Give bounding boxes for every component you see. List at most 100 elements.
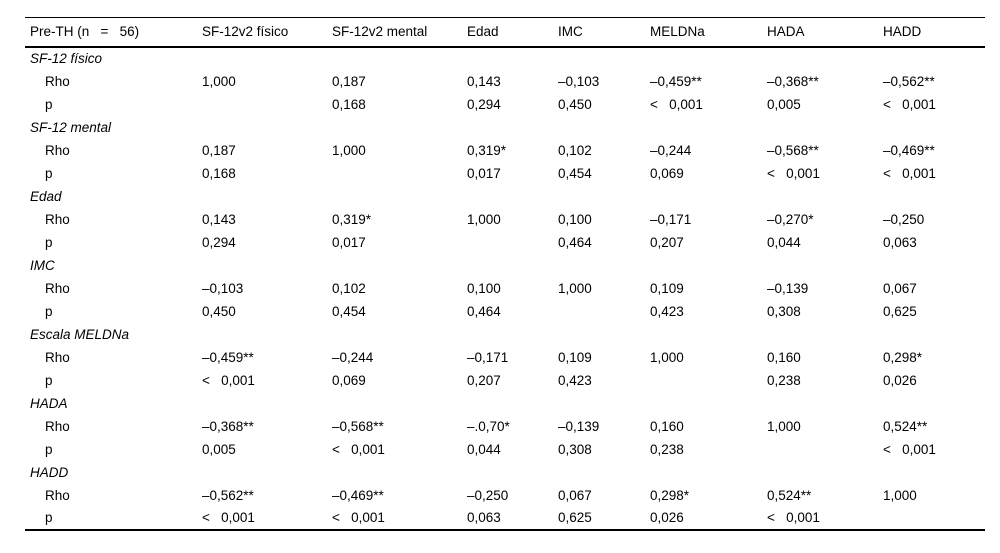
group-header-row: SF-12 físico	[25, 47, 985, 70]
rho-value-cell: 1,000	[332, 142, 366, 158]
column-header: HADD	[883, 24, 922, 40]
p-value-cell: 0,454	[558, 165, 592, 181]
column-header: SF-12v2 físico	[202, 24, 289, 40]
rho-row: Rho –0,459** –0,244 –0,171 0,109 1,000 0,160 0,…	[25, 346, 985, 369]
group-header-row: HADA	[25, 392, 985, 415]
group-label: IMC	[30, 257, 55, 273]
rho-value-cell: 0,102	[332, 280, 366, 296]
rho-value-cell: 0,160	[767, 349, 801, 365]
p-value-cell: 0,044	[767, 234, 801, 250]
rho-value-cell: 0,524**	[767, 487, 812, 503]
rho-value-cell: 0,187	[332, 73, 366, 89]
rho-row: Rho –0,103 0,102 0,100 1,000 0,109 –0,139 0,067	[25, 277, 985, 300]
p-value-cell: 0,450	[202, 303, 236, 319]
rho-value-cell: –0,103	[558, 73, 600, 89]
rho-value-cell: 0,143	[202, 211, 236, 227]
rho-value-cell: 0,067	[558, 487, 592, 503]
rho-value-cell: –0,171	[650, 211, 692, 227]
rho-value-cell: 1,000	[767, 418, 801, 434]
p-value-cell: 0,168	[202, 165, 236, 181]
p-value-cell: < 0,001	[767, 165, 820, 181]
p-value-cell: 0,423	[558, 372, 592, 388]
p-value-cell: 0,168	[332, 96, 366, 112]
p-value-cell	[327, 162, 462, 185]
group-label: HADA	[30, 395, 68, 411]
p-row: p 0,168 0,294 0,450 < 0,001 0,005 < 0,001	[25, 93, 985, 116]
p-value-cell	[762, 438, 878, 461]
rho-value-cell: 0,298*	[650, 487, 690, 503]
p-value-cell: 0,069	[332, 372, 366, 388]
group-label: SF-12 mental	[30, 119, 112, 135]
p-value-cell: < 0,001	[883, 441, 936, 457]
rho-value-cell: –0,139	[767, 280, 809, 296]
p-value-cell: 0,026	[650, 510, 684, 525]
p-value-cell: 0,238	[650, 441, 684, 457]
rho-value-cell: 0,143	[467, 73, 501, 89]
p-value-cell: 0,005	[202, 441, 236, 457]
p-row-label: p	[45, 372, 53, 388]
rho-row-label: Rho	[45, 142, 70, 158]
column-header: Pre-TH (n = 56)	[30, 24, 140, 40]
p-value-cell: 0,069	[650, 165, 684, 181]
rho-value-cell: –0,368**	[767, 73, 819, 89]
p-value-cell	[197, 93, 327, 116]
header-row: Pre-TH (n = 56) SF-12v2 físico SF-12v2 men…	[25, 18, 985, 47]
rho-value-cell: –0,244	[332, 349, 374, 365]
rho-value-cell: –0,562**	[883, 73, 935, 89]
rho-value-cell: –0,103	[202, 280, 244, 296]
rho-row-label: Rho	[45, 73, 70, 89]
p-row-label: p	[45, 510, 53, 525]
p-row: p < 0,001 0,069 0,207 0,423 0,238 0,026	[25, 369, 985, 392]
rho-row: Rho 0,187 1,000 0,319* 0,102 –0,244 –0,568** –0…	[25, 139, 985, 162]
rho-value-cell: –0,459**	[650, 73, 702, 89]
p-value-cell	[462, 231, 553, 254]
p-value-cell: 0,625	[883, 303, 917, 319]
rho-value-cell: 1,000	[883, 487, 917, 503]
p-value-cell: 0,044	[467, 441, 501, 457]
rho-value-cell: 0,298*	[883, 349, 923, 365]
p-row: p 0,168 0,017 0,454 0,069 < 0,001 < 0,001	[25, 162, 985, 185]
rho-row: Rho 0,143 0,319* 1,000 0,100 –0,171 –0,270* –0,…	[25, 208, 985, 231]
p-value-cell: < 0,001	[202, 372, 255, 388]
rho-row: Rho –0,368** –0,568** –.0,70* –0,139 0,160 1,0…	[25, 415, 985, 438]
rho-value-cell: –0,139	[558, 418, 600, 434]
p-value-cell: 0,464	[558, 234, 592, 250]
rho-row-label: Rho	[45, 487, 70, 503]
p-value-cell: < 0,001	[883, 165, 936, 181]
rho-value-cell: 0,109	[558, 349, 592, 365]
p-row: p 0,450 0,454 0,464 0,423 0,308 0,625	[25, 300, 985, 323]
group-header-row: SF-12 mental	[25, 116, 985, 139]
p-value-cell: < 0,001	[650, 96, 703, 112]
group-label: SF-12 físico	[30, 51, 103, 66]
rho-value-cell: 0,109	[650, 280, 684, 296]
p-value-cell: < 0,001	[883, 96, 936, 112]
p-value-cell: 0,454	[332, 303, 366, 319]
rho-value-cell: 0,100	[467, 280, 501, 296]
p-value-cell: 0,308	[558, 441, 592, 457]
rho-row-label: Rho	[45, 418, 70, 434]
group-header-row: Escala MELDNa	[25, 323, 985, 346]
p-value-cell: 0,063	[883, 234, 917, 250]
p-value-cell: 0,450	[558, 96, 592, 112]
p-row-label: p	[45, 96, 53, 112]
rho-value-cell: 0,187	[202, 142, 236, 158]
column-header: Edad	[467, 24, 499, 40]
rho-value-cell: 0,319*	[467, 142, 507, 158]
p-value-cell: 0,294	[467, 96, 501, 112]
group-label: Escala MELDNa	[30, 326, 130, 342]
p-value-cell: < 0,001	[332, 510, 385, 525]
table-header: Pre-TH (n = 56) SF-12v2 físico SF-12v2 men…	[25, 18, 985, 47]
column-header: SF-12v2 mental	[332, 24, 428, 40]
rho-value-cell: –0,250	[467, 487, 509, 503]
rho-value-cell: 0,100	[558, 211, 592, 227]
group-header-row: HADD	[25, 461, 985, 484]
table-body: SF-12 físico Rho 1,000 0,187 0,143 –0,103 –0,4…	[25, 47, 985, 530]
rho-value-cell: 1,000	[558, 280, 592, 296]
p-value-cell: < 0,001	[332, 441, 385, 457]
p-value-cell: 0,017	[332, 234, 366, 250]
column-header: MELDNa	[650, 24, 705, 40]
p-row: p 0,294 0,017 0,464 0,207 0,044 0,063	[25, 231, 985, 254]
group-header-row: IMC	[25, 254, 985, 277]
p-row: p < 0,001 < 0,001 0,063 0,625 0,026 < 0,001	[25, 507, 985, 530]
rho-row-label: Rho	[45, 280, 70, 296]
